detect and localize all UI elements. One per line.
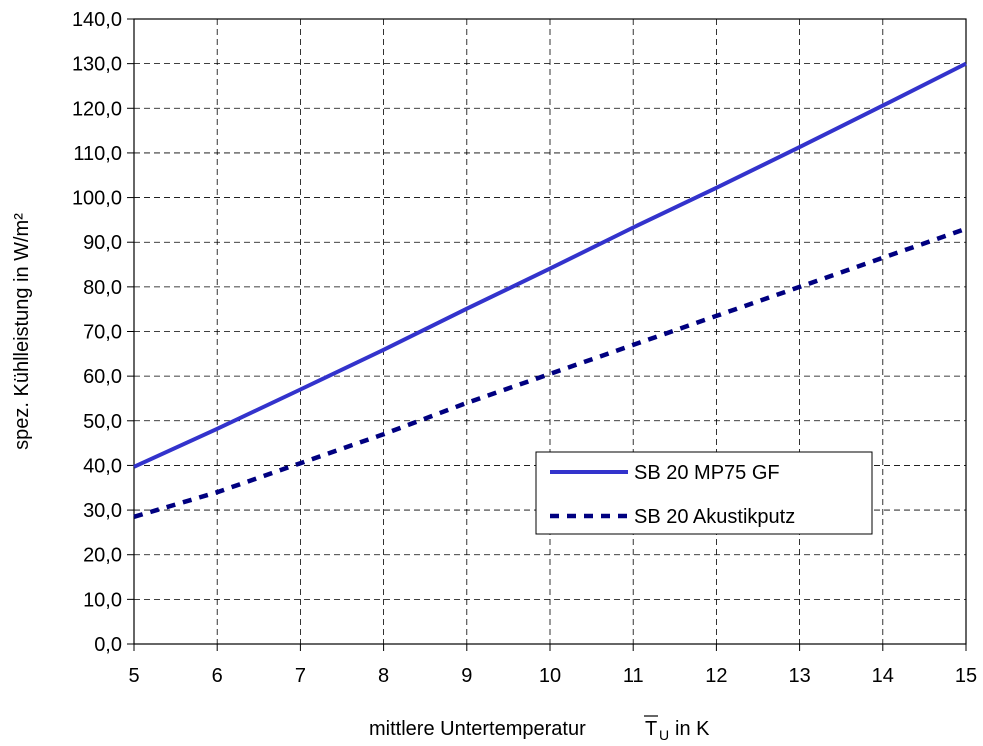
x-tick-label: 9 <box>461 665 472 687</box>
legend: SB 20 MP75 GF SB 20 Akustikputz <box>535 451 873 535</box>
x-tick-label: 15 <box>955 665 977 687</box>
y-axis-title: spez. Kühlleistung in W/m² <box>11 213 33 450</box>
x-axis-title-unit: in K <box>675 718 710 740</box>
y-tick-label: 40,0 <box>83 455 122 477</box>
x-tick-label: 11 <box>623 665 644 687</box>
x-tick-label: 10 <box>539 665 561 687</box>
y-tick-label: 80,0 <box>83 277 122 299</box>
y-tick-label: 50,0 <box>83 411 122 433</box>
x-axis-title-text: mittlere Untertemperatur <box>369 718 586 740</box>
series-line-2 <box>133 226 967 519</box>
y-tick-label: 120,0 <box>72 98 122 120</box>
y-tick-label: 60,0 <box>83 366 122 388</box>
y-tick-label: 20,0 <box>83 545 122 567</box>
y-tick-label: 90,0 <box>83 232 122 254</box>
x-tick-label: 14 <box>872 665 894 687</box>
x-tick-label: 5 <box>128 665 139 687</box>
y-axis-ticks: 0,0 10,0 20,0 30,0 40,0 50,0 60,0 70,0 80,0 90,0 1… <box>72 9 134 656</box>
legend-box <box>535 451 873 535</box>
x-tick-label: 6 <box>212 665 223 687</box>
y-tick-label: 110,0 <box>73 143 122 165</box>
x-tick-label: 7 <box>295 665 306 687</box>
x-tick-label: 12 <box>705 665 727 687</box>
y-tick-label: 10,0 <box>83 589 122 611</box>
y-tick-label: 30,0 <box>83 500 122 522</box>
series-line-1 <box>133 61 967 469</box>
y-tick-label: 130,0 <box>72 54 122 76</box>
y-tick-label: 140,0 <box>72 9 122 31</box>
x-tick-label: 13 <box>788 665 810 687</box>
series-group <box>133 61 967 519</box>
y-tick-label: 0,0 <box>94 634 122 656</box>
x-tick-label: 8 <box>378 665 389 687</box>
legend-label-series-2: SB 20 Akustikputz <box>634 506 795 528</box>
x-axis-ticks: 5 6 7 8 9 10 11 12 13 14 15 <box>128 644 977 687</box>
x-axis-title-subscript: U <box>659 727 669 743</box>
legend-label-series-1: SB 20 MP75 GF <box>634 462 780 484</box>
x-axis-title: mittlere Untertemperatur T U in K <box>369 715 710 743</box>
y-tick-label: 70,0 <box>83 322 122 344</box>
x-axis-title-symbol: T <box>645 718 657 740</box>
y-tick-label: 100,0 <box>72 188 122 210</box>
